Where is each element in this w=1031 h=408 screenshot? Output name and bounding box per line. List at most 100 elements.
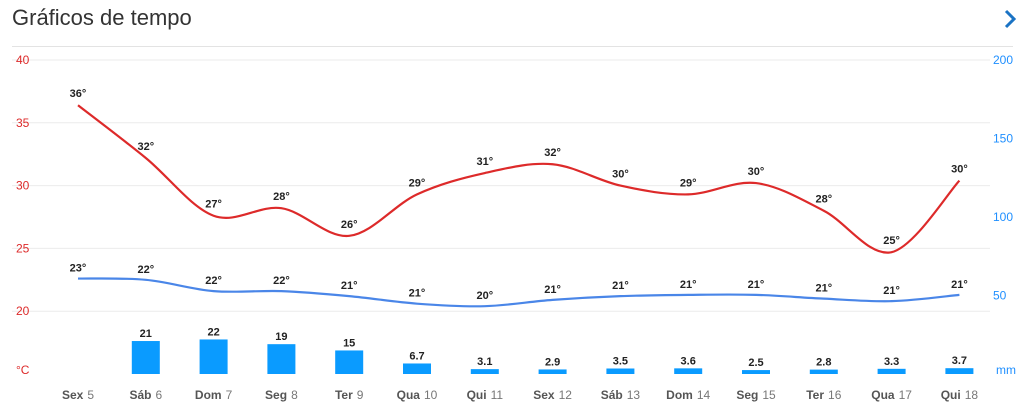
x-axis-label: Dom 7	[195, 388, 233, 402]
x-axis-labels: Sex 5 Sáb 6 Dom 7 Seg 8 Ter 9 Qua 10 Qui 11 Sex 12 Sáb 13…	[62, 388, 978, 402]
right-axis-ticks: 200 150 100 50	[993, 53, 1013, 303]
x-axis-day: Qua	[397, 388, 421, 402]
right-tick-label: 200	[993, 53, 1013, 67]
precip-label: 3.5	[613, 356, 628, 368]
precip-label: 22	[207, 326, 219, 338]
precip-bar	[809, 369, 838, 374]
x-axis-date: 12	[559, 388, 573, 402]
precip-bar	[335, 350, 364, 374]
right-tick-label: 150	[993, 132, 1013, 146]
grid-lines	[12, 59, 990, 312]
precip-label: 6.7	[409, 350, 424, 362]
min-temp-line	[77, 277, 960, 308]
min-temp-label: 21°	[815, 283, 832, 295]
x-axis-day: Qua	[871, 388, 895, 402]
max-temp-label: 26°	[341, 219, 358, 231]
min-temp-label: 20°	[476, 290, 493, 302]
x-axis-date: 14	[697, 388, 711, 402]
max-temp-label: 31°	[476, 156, 493, 168]
x-axis-label: Ter 16	[806, 388, 841, 402]
min-temp-label: 21°	[544, 284, 561, 296]
max-temp-label: 30°	[951, 164, 968, 176]
precip-label: 2.5	[748, 357, 763, 369]
x-axis-label: Seg 8	[265, 388, 298, 402]
x-axis-day: Sex	[62, 388, 84, 402]
data-labels: 21 22 19 15 6.7 3.1 2.9 3.5 3.6 2.5 2.8 3.3 3.7 36° 32…	[70, 88, 968, 369]
min-temp-label: 22°	[273, 275, 290, 287]
min-temp-label: 21°	[883, 285, 900, 297]
x-axis-day: Ter	[806, 388, 824, 402]
x-axis-label: Qua 10	[397, 388, 438, 402]
precip-bar	[538, 369, 567, 374]
max-temp-label: 30°	[748, 166, 765, 178]
right-axis-unit: mm	[996, 363, 1016, 377]
x-axis-day: Dom	[666, 388, 693, 402]
x-axis-day: Sáb	[129, 388, 151, 402]
precip-bar	[470, 369, 499, 374]
precip-label: 2.8	[816, 357, 831, 369]
precip-label: 3.1	[477, 356, 492, 368]
max-temp-label: 27°	[205, 199, 222, 211]
max-temp-line	[77, 104, 961, 254]
chevron-right-glyph	[1004, 9, 1017, 29]
x-axis-day: Seg	[265, 388, 287, 402]
min-temp-label: 21°	[612, 280, 629, 292]
chevron-right-icon[interactable]	[999, 6, 1021, 32]
precip-bar	[877, 368, 906, 374]
x-axis-date: 10	[424, 388, 438, 402]
min-temp-label: 21°	[748, 279, 765, 291]
precip-bar	[403, 363, 431, 374]
min-temp-label: 21°	[341, 280, 358, 292]
precip-label: 2.9	[545, 356, 560, 368]
left-axis-ticks: 40 35 30 25 20	[16, 53, 30, 318]
precip-bar	[199, 339, 228, 374]
precip-bar	[945, 368, 974, 374]
x-axis-day: Dom	[195, 388, 222, 402]
chart-header: Gráficos de tempo	[0, 0, 1031, 46]
left-tick-label: 40	[16, 53, 30, 67]
x-axis-day: Sex	[533, 388, 555, 402]
max-temp-label: 28°	[273, 191, 290, 203]
header-divider	[12, 46, 1013, 47]
precip-label: 3.7	[952, 355, 967, 367]
left-tick-label: 20	[16, 304, 30, 318]
x-axis-day: Seg	[736, 388, 758, 402]
x-axis-label: Dom 14	[666, 388, 710, 402]
min-temp-label: 21°	[951, 279, 968, 291]
x-axis-label: Seg 15	[736, 388, 776, 402]
x-axis-date: 8	[291, 388, 298, 402]
precip-bar	[131, 341, 160, 374]
max-temp-label: 30°	[612, 169, 629, 181]
precip-label: 15	[343, 337, 355, 349]
precip-bar	[674, 368, 703, 374]
min-temp-label: 21°	[680, 279, 697, 291]
x-axis-label: Ter 9	[335, 388, 364, 402]
left-tick-label: 35	[16, 116, 30, 130]
x-axis-day: Sáb	[601, 388, 623, 402]
x-axis-date: 5	[87, 388, 94, 402]
precip-label: 3.3	[884, 356, 899, 368]
max-temp-label: 36°	[70, 88, 87, 100]
x-axis-date: 7	[226, 388, 233, 402]
page-title: Gráficos de tempo	[12, 5, 192, 30]
left-tick-label: 25	[16, 241, 30, 255]
max-temp-label: 32°	[137, 141, 154, 153]
x-axis-label: Qui 18	[941, 388, 979, 402]
min-temp-label: 23°	[70, 263, 87, 275]
x-axis-date: 16	[828, 388, 842, 402]
x-axis-date: 17	[899, 388, 913, 402]
max-temp-label: 32°	[544, 147, 561, 159]
x-axis-day: Ter	[335, 388, 353, 402]
right-tick-label: 100	[993, 210, 1013, 224]
x-axis-date: 11	[491, 388, 504, 402]
x-axis-label: Qui 11	[467, 388, 504, 402]
min-temp-label: 21°	[409, 288, 426, 300]
precip-bar	[606, 368, 635, 374]
x-axis-date: 15	[762, 388, 776, 402]
x-axis-date: 18	[965, 388, 979, 402]
precip-bars	[131, 339, 974, 374]
x-axis-date: 9	[357, 388, 364, 402]
x-axis-label: Sex 5	[62, 388, 94, 402]
x-axis-day: Qui	[467, 388, 487, 402]
